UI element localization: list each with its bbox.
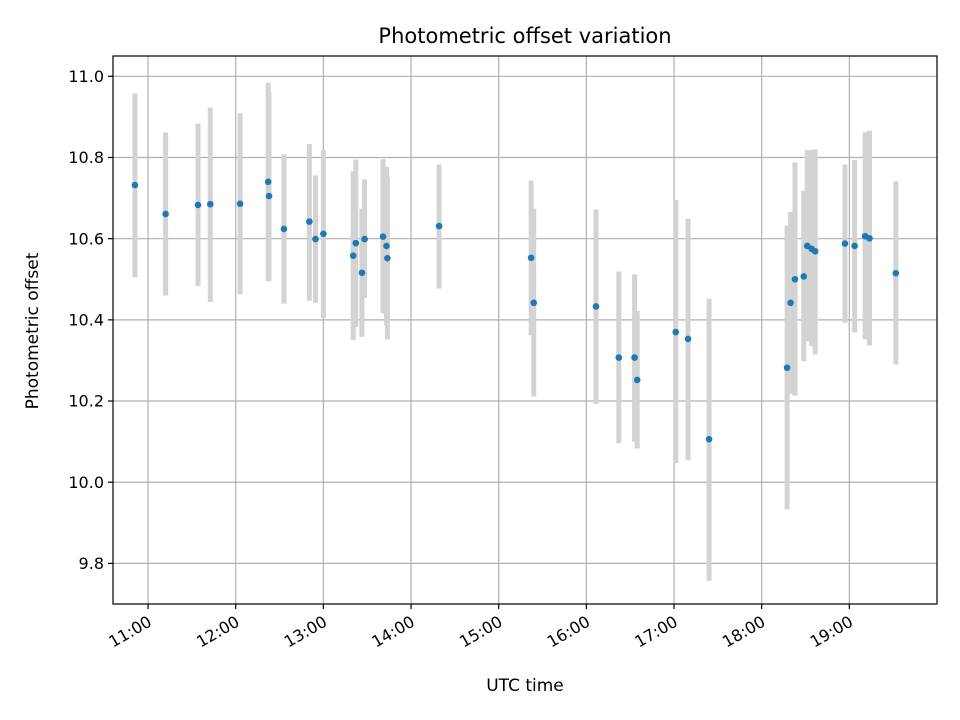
data-point: [352, 239, 360, 247]
y-tick-label: 11.0: [68, 67, 104, 86]
data-point: [633, 376, 641, 384]
data-point: [236, 200, 244, 208]
data-point: [592, 303, 600, 310]
data-point: [435, 222, 443, 230]
y-tick-label: 10.8: [68, 148, 104, 167]
data-point: [811, 247, 819, 255]
data-point: [194, 201, 202, 209]
data-point: [312, 235, 319, 243]
data-point: [783, 364, 791, 372]
data-point: [280, 225, 288, 233]
data-point: [787, 299, 794, 307]
y-tick-label: 10.4: [68, 310, 104, 329]
data-point: [800, 273, 808, 280]
data-point: [672, 328, 680, 336]
data-point: [131, 181, 139, 189]
data-point: [361, 235, 368, 243]
data-point: [851, 242, 858, 250]
data-point: [841, 240, 849, 247]
data-point: [306, 218, 313, 225]
y-ticks: 9.8 10.0 10.2 10.4 10.6 10.8 11.0: [68, 67, 113, 573]
data-point: [631, 354, 638, 361]
y-tick-label: 10.0: [68, 473, 104, 492]
y-tick-label: 9.8: [79, 554, 104, 573]
data-point: [892, 269, 900, 277]
data-point: [207, 200, 214, 208]
data-point: [379, 233, 387, 240]
data-point: [527, 254, 535, 262]
data-point: [384, 254, 391, 262]
y-tick-label: 10.2: [68, 392, 104, 411]
data-point: [349, 252, 357, 260]
data-point: [615, 354, 623, 361]
data-point: [383, 242, 390, 250]
data-point: [320, 230, 327, 238]
data-point: [705, 435, 713, 443]
data-point: [684, 335, 692, 343]
data-point: [358, 269, 366, 277]
x-axis-label: UTC time: [486, 676, 564, 696]
data-point: [264, 178, 272, 186]
data-point: [791, 275, 799, 283]
grid: [113, 56, 937, 604]
axes-frame: [112, 55, 938, 605]
data-point: [866, 234, 873, 242]
data-point: [530, 299, 538, 307]
data-point: [162, 210, 169, 218]
data-points: [131, 178, 900, 443]
data-point: [265, 192, 273, 200]
y-tick-label: 10.6: [68, 229, 104, 248]
chart-title: Photometric offset variation: [378, 24, 671, 48]
y-axis-label: Photometric offset: [23, 252, 43, 409]
